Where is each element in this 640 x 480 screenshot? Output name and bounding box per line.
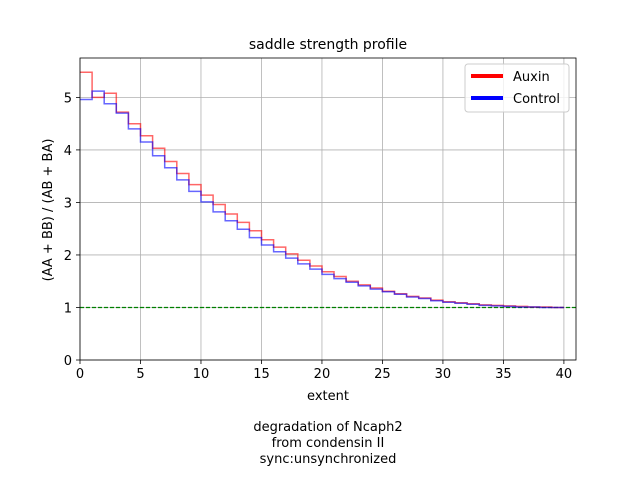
legend: Auxin Control	[464, 63, 570, 113]
x-tick-label: 20	[314, 367, 331, 382]
legend-label-control: Control	[513, 92, 560, 107]
x-tick-label: 10	[193, 367, 210, 382]
x-axis-label: extent	[307, 389, 349, 400]
x-tick-label: 30	[435, 367, 452, 382]
series-group	[80, 71, 564, 309]
plot-frame	[79, 57, 577, 361]
y-tick-label: 0	[64, 354, 72, 369]
x-tick-label: 25	[374, 367, 391, 382]
y-tick-label: 5	[64, 91, 72, 106]
y-tick-label: 4	[64, 144, 72, 159]
y-axis-label: (AA + BB) / (AB + BA)	[41, 139, 56, 282]
y-tick-label: 2	[64, 249, 72, 264]
chart-svg: saddle strength profile extent (AA + BB)…	[41, 37, 577, 400]
x-tick-label: 0	[76, 367, 84, 382]
chart-title: saddle strength profile	[249, 37, 407, 53]
x-tick-label: 35	[495, 367, 512, 382]
x-tick-label: 5	[136, 367, 144, 382]
legend-label-auxin: Auxin	[513, 70, 550, 85]
caption-line-3: sync:unsynchronized	[259, 452, 397, 467]
x-tick-label: 15	[253, 367, 270, 382]
series-line-control	[80, 90, 564, 309]
caption-line-2: from condensin II	[271, 436, 385, 451]
caption-line-1: degradation of Ncaph2	[253, 420, 403, 435]
x-tick-label: 40	[556, 367, 573, 382]
y-tick-label: 1	[64, 301, 72, 316]
y-tick-label: 3	[64, 196, 72, 211]
axes: 0 5 10 15 20 25 30 35 40 0 1 2 3 4 5	[64, 57, 577, 382]
